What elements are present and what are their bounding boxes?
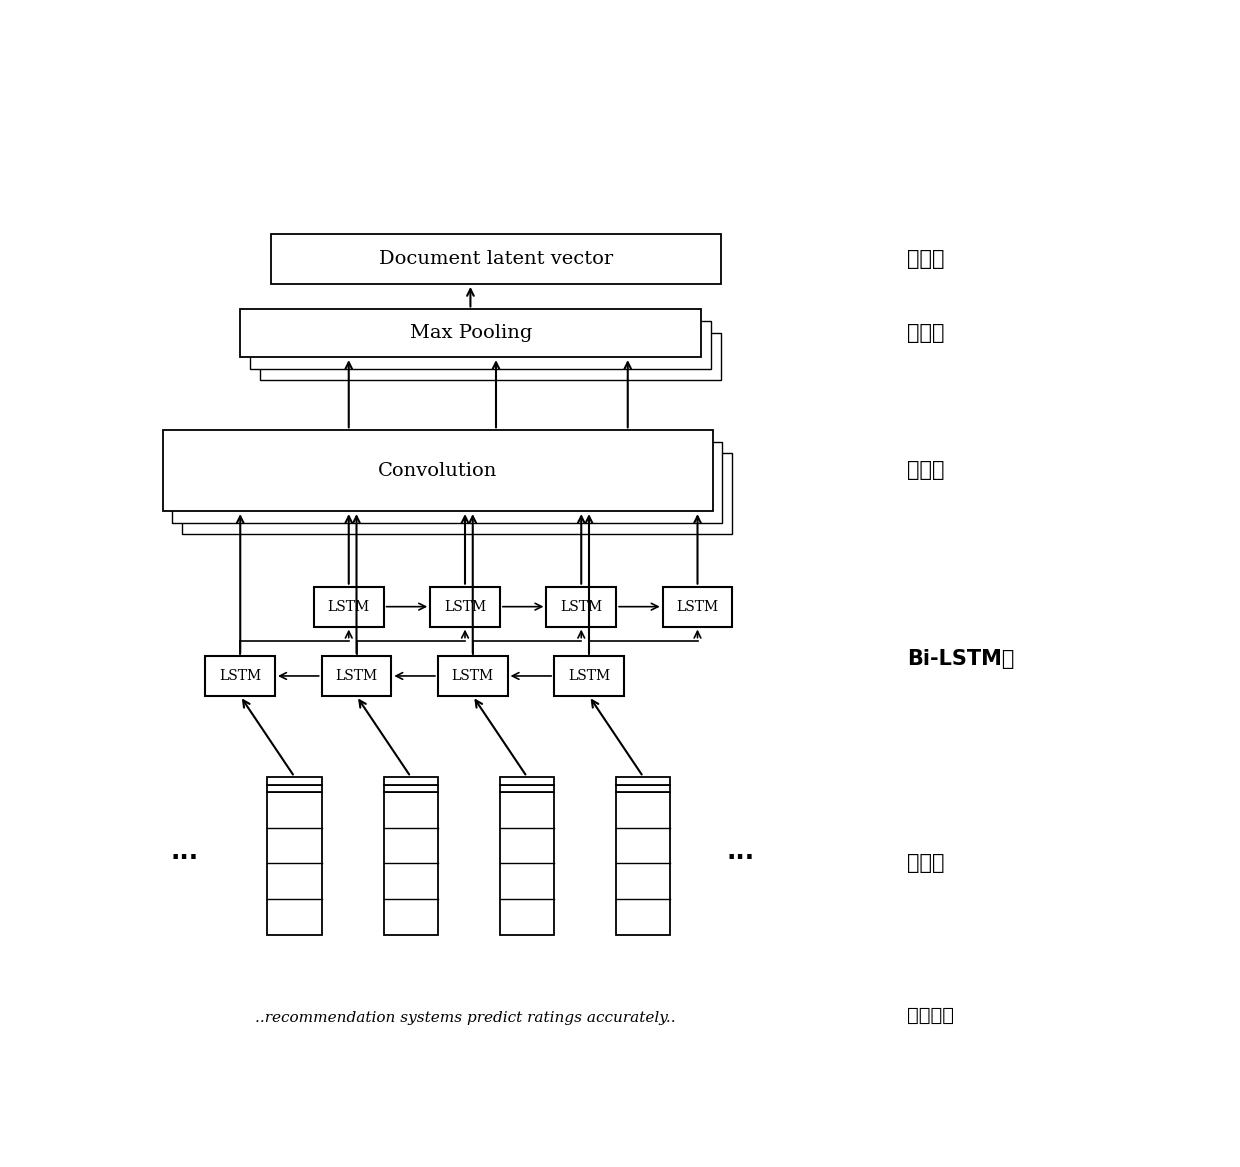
Bar [438, 656, 507, 696]
Bar [314, 587, 383, 627]
Bar [206, 656, 275, 696]
Bar [241, 309, 702, 357]
Text: 输出层: 输出层 [906, 250, 944, 270]
Bar [321, 656, 392, 696]
Bar [268, 784, 321, 792]
Bar [383, 784, 438, 792]
Bar [430, 587, 500, 627]
Text: ···: ··· [170, 846, 198, 869]
Bar [259, 333, 720, 380]
Text: LSTM: LSTM [444, 600, 486, 614]
Bar [162, 431, 713, 511]
Text: 卷积层: 卷积层 [906, 460, 944, 481]
Bar [616, 777, 671, 784]
Bar [272, 233, 720, 284]
Bar [500, 784, 554, 792]
Text: ..recommendation systems predict ratings accurately..: ..recommendation systems predict ratings… [254, 1011, 676, 1025]
Text: LSTM: LSTM [336, 669, 377, 683]
Bar [268, 777, 321, 784]
Text: 示例文档: 示例文档 [906, 1006, 954, 1025]
Bar [172, 442, 722, 523]
Bar [383, 792, 438, 935]
Bar [616, 784, 671, 792]
Text: 池化层: 池化层 [906, 323, 944, 343]
Bar [500, 777, 554, 784]
Bar [249, 321, 711, 369]
Text: LSTM: LSTM [568, 669, 610, 683]
Text: LSTM: LSTM [451, 669, 494, 683]
Text: ···: ··· [727, 846, 754, 869]
Text: LSTM: LSTM [219, 669, 262, 683]
Text: 嵌入层: 嵌入层 [906, 853, 944, 873]
Bar [268, 792, 321, 935]
Text: Document latent vector: Document latent vector [379, 250, 613, 268]
Bar [383, 777, 438, 784]
Bar [547, 587, 616, 627]
Bar [500, 792, 554, 935]
Text: Convolution: Convolution [378, 462, 497, 480]
Text: LSTM: LSTM [327, 600, 370, 614]
Text: Max Pooling: Max Pooling [409, 324, 532, 342]
Bar [182, 454, 733, 534]
Bar [616, 792, 671, 935]
Text: LSTM: LSTM [677, 600, 718, 614]
Bar [662, 587, 733, 627]
Text: Bi-LSTM层: Bi-LSTM层 [906, 649, 1014, 669]
Bar [554, 656, 624, 696]
Text: LSTM: LSTM [560, 600, 603, 614]
